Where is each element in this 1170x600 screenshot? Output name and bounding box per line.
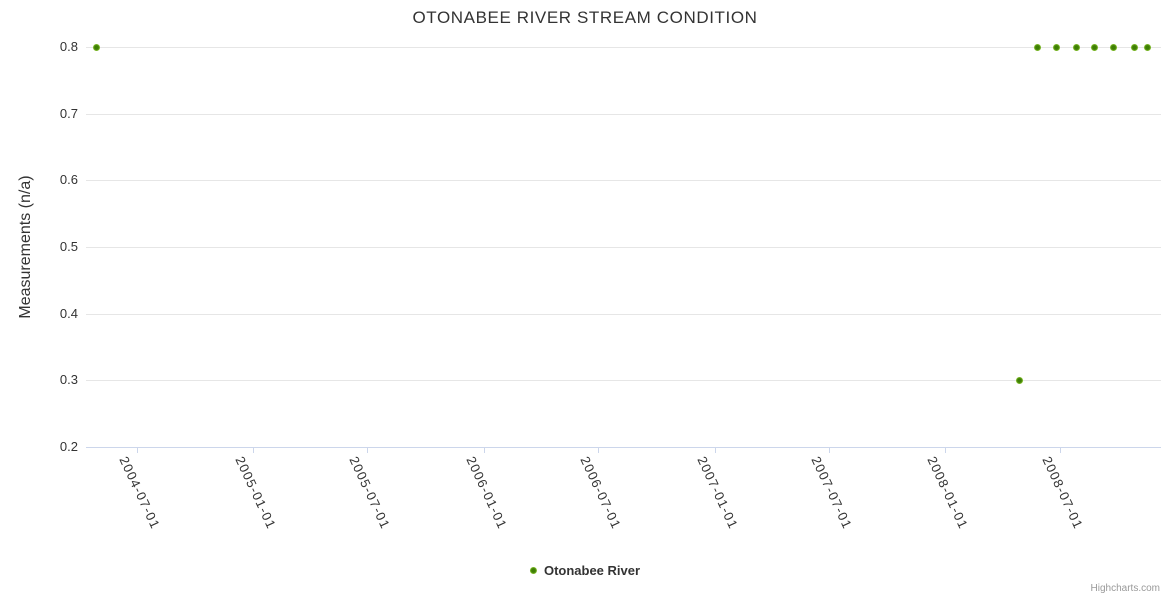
y-gridline	[86, 313, 1161, 315]
data-point[interactable]	[1053, 43, 1061, 51]
x-axis-tick-mark	[483, 447, 485, 453]
x-axis-tick-label: 2004-07-01	[115, 454, 163, 532]
data-point[interactable]	[1091, 43, 1099, 51]
data-point[interactable]	[1073, 43, 1081, 51]
y-gridline	[86, 247, 1161, 248]
x-axis-tick-mark	[945, 447, 947, 453]
x-axis-tick-label: 2007-07-01	[808, 454, 856, 532]
x-axis-line	[86, 447, 1161, 448]
y-axis-tick-label: 0.4	[59, 305, 78, 321]
x-axis-tick-label: 2005-07-01	[346, 454, 394, 532]
x-axis-tick-label: 2008-01-01	[924, 454, 972, 532]
y-axis-tick-label: 0.5	[59, 239, 78, 254]
y-axis-tick-label: 0.2	[59, 439, 78, 454]
y-axis-tick-label: 0.6	[59, 172, 78, 188]
x-axis-tick-mark	[136, 447, 138, 453]
y-gridline	[86, 47, 1161, 48]
series-marker-icon	[529, 567, 537, 574]
x-axis-tick-mark	[252, 447, 254, 453]
x-axis-tick-mark	[367, 447, 369, 453]
y-gridline	[86, 113, 1161, 115]
data-point[interactable]	[1016, 376, 1024, 384]
x-axis-tick-mark	[1060, 447, 1062, 453]
x-axis-tick-label: 2006-01-01	[463, 454, 510, 532]
x-axis-tick-label: 2006-07-01	[577, 454, 625, 532]
data-point[interactable]	[93, 43, 101, 51]
x-axis-tick-label: 2005-01-01	[232, 454, 280, 532]
x-axis-tick-mark	[829, 447, 830, 453]
y-gridline	[86, 380, 1161, 382]
chart-title: OTONABEE RIVER STREAM CONDITION	[412, 8, 758, 27]
data-point[interactable]	[1144, 43, 1152, 51]
y-gridline	[86, 180, 1161, 182]
legend-label: Otonabee River	[543, 563, 641, 578]
legend-item-otonabee-river[interactable]: Otonabee River	[529, 563, 641, 578]
highcharts-credits-link[interactable]: Highcharts.com	[1090, 583, 1160, 594]
x-axis-tick-label: 2008-07-01	[1039, 454, 1087, 532]
y-axis-tick-label: 0.8	[59, 39, 78, 54]
y-axis-tick-label: 0.3	[59, 372, 78, 388]
x-axis-tick-mark	[714, 447, 716, 453]
x-axis-tick-mark	[598, 447, 600, 453]
y-axis-tick-label: 0.7	[59, 105, 78, 121]
x-axis-tick-label: 2007-01-01	[693, 454, 741, 532]
data-point[interactable]	[1034, 43, 1042, 51]
data-point[interactable]	[1110, 43, 1118, 51]
data-point[interactable]	[1130, 43, 1138, 51]
